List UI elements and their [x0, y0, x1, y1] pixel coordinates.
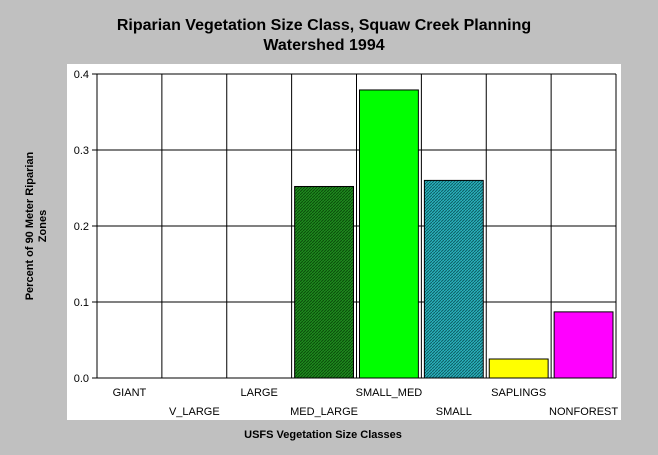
- x-category-labels: GIANT V_LARGE LARGE MED_LARGE SMALL_MED SMALL…: [113, 387, 619, 418]
- x-category-label: MED_LARGE: [290, 406, 358, 418]
- x-category-label: V_LARGE: [169, 406, 220, 418]
- y-tick-label: 0.3: [74, 145, 89, 157]
- x-category-label: SMALL: [436, 406, 472, 418]
- x-category-label: LARGE: [241, 387, 278, 399]
- bar-small-med: [359, 89, 419, 379]
- y-tick-labels: 0.0 0.1 0.2 0.3 0.4: [74, 69, 89, 385]
- chart-title-line-2: Watershed 1994: [263, 37, 384, 54]
- bar-med-large: [294, 185, 354, 379]
- x-category-label: NONFOREST: [549, 406, 618, 418]
- bar-saplings: [488, 358, 549, 379]
- bar-nonforest: [553, 311, 614, 379]
- x-axis-label: USFS Vegetation Size Classes: [244, 429, 402, 441]
- x-category-label: SAPLINGS: [491, 387, 546, 399]
- y-tick-label: 0.4: [74, 69, 89, 81]
- y-axis-label-line-1: Percent of 90 Meter Riparian: [24, 151, 36, 300]
- grid-lines: [92, 73, 617, 379]
- x-category-label: GIANT: [113, 387, 147, 399]
- y-tick-label: 0.2: [74, 221, 89, 233]
- y-tick-label: 0.1: [74, 297, 89, 309]
- bars: [294, 89, 614, 379]
- x-category-label: SMALL_MED: [356, 387, 423, 399]
- bar-small: [423, 179, 484, 379]
- y-tick-label: 0.0: [74, 373, 89, 385]
- y-axis-label-line-2: Zones: [37, 210, 49, 242]
- chart-title-line-1: Riparian Vegetation Size Class, Squaw Cr…: [117, 17, 531, 34]
